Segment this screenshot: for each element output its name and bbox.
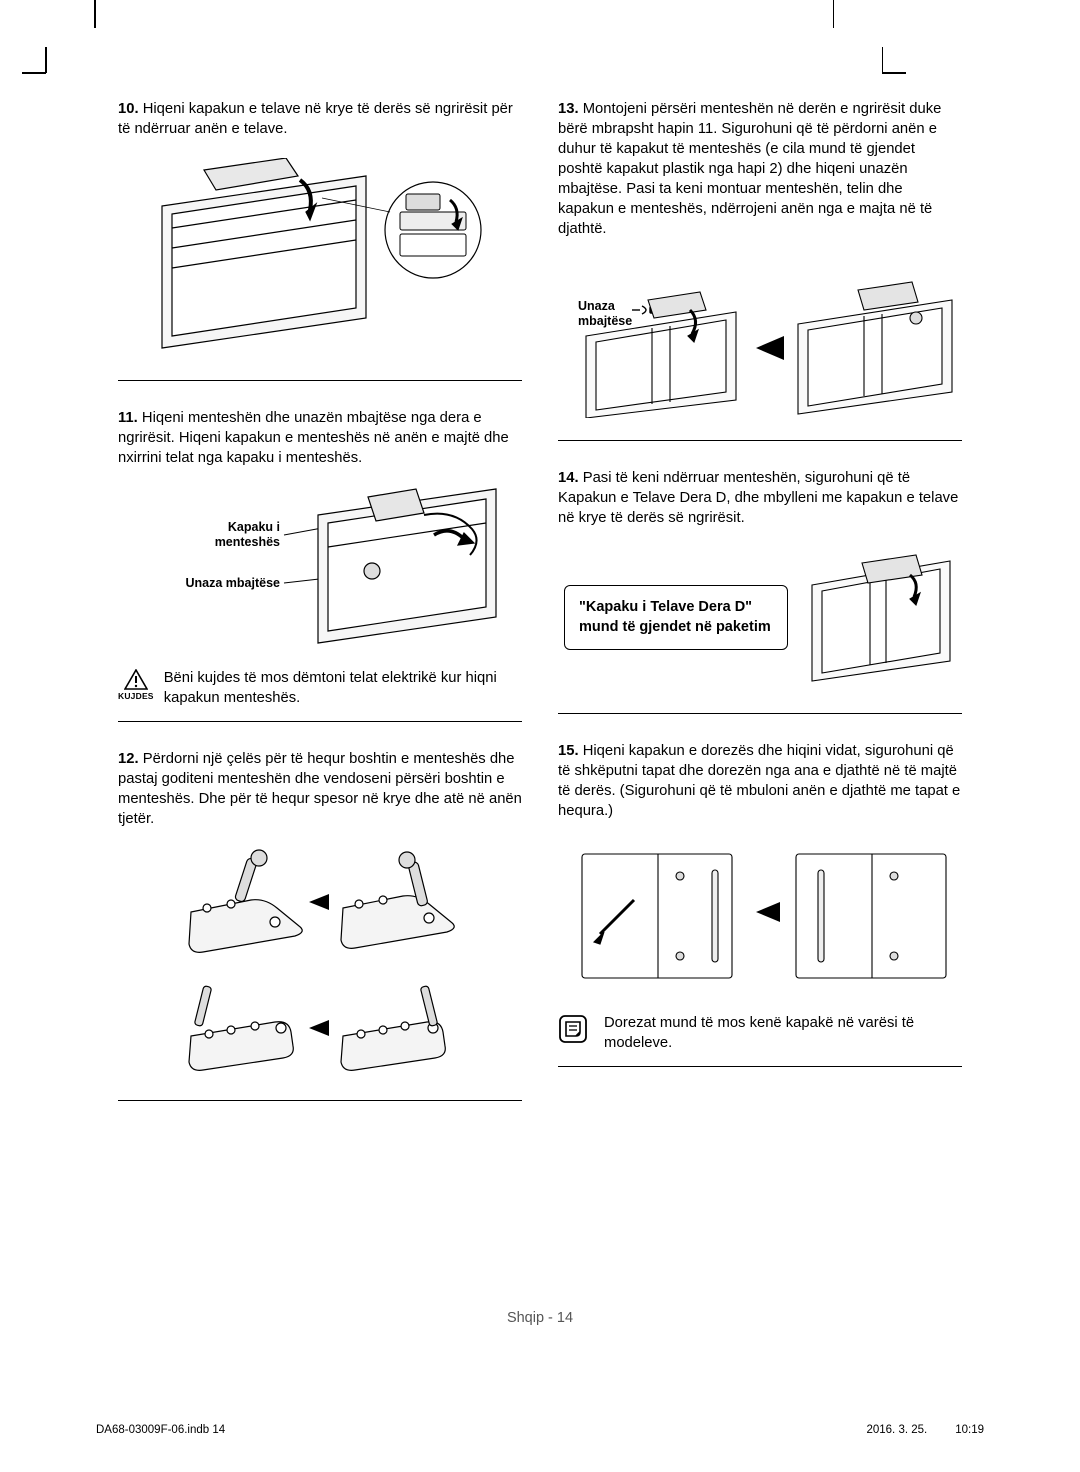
step-text: Hiqeni menteshën dhe unazën mbajtëse nga… — [118, 410, 509, 466]
note-block: Dorezat mund të mos kenë kapakë në varës… — [558, 1014, 962, 1054]
label-kapaku: Kapaku i — [228, 520, 280, 534]
crop-mark — [22, 72, 46, 74]
step-10: 10. Hiqeni kapakun e telave në krye të d… — [118, 100, 522, 140]
diagram-step-15 — [558, 842, 962, 992]
diagram-step-10 — [118, 158, 522, 358]
caution-text: Bëni kujdes të mos dëmtoni telat elektri… — [164, 669, 522, 709]
diagram-step-14: "Kapaku i Telave Dera D" mund të gjendet… — [558, 553, 962, 683]
step-text: Hiqeni kapakun e telave në krye të derës… — [118, 101, 513, 137]
divider — [558, 713, 962, 714]
step-text: Përdorni një çelës për të hequr boshtin … — [118, 751, 522, 827]
print-date: 2016. 3. 25. — [866, 1424, 927, 1436]
step-number: 13. — [558, 101, 579, 117]
label-unaza: Unaza mbajtëse — [186, 576, 281, 590]
step-number: 12. — [118, 751, 139, 767]
divider — [558, 440, 962, 441]
divider — [118, 380, 522, 381]
right-column: 13. Montojeni përsëri menteshën në derën… — [558, 100, 962, 1101]
callout-box: "Kapaku i Telave Dera D" mund të gjendet… — [564, 585, 788, 650]
step-text: Hiqeni kapakun e dorezës dhe hiqini vida… — [558, 743, 960, 819]
step-15: 15. Hiqeni kapakun e dorezës dhe hiqini … — [558, 742, 962, 822]
step-11: 11. Hiqeni menteshën dhe unazën mbajtëse… — [118, 409, 522, 469]
step-14: 14. Pasi të keni ndërruar menteshën, sig… — [558, 469, 962, 529]
crop-mark — [882, 72, 906, 74]
divider — [118, 1100, 522, 1101]
step-number: 10. — [118, 101, 139, 117]
diagram-step-12 — [118, 848, 522, 1078]
crop-mark — [45, 47, 47, 73]
caution-icon: KUJDES — [118, 669, 154, 702]
step-13: 13. Montojeni përsëri menteshën në derën… — [558, 100, 962, 240]
crop-mark — [94, 0, 96, 28]
caution-label: KUJDES — [118, 691, 154, 702]
callout-text: "Kapaku i Telave Dera D" mund të gjendet… — [579, 599, 771, 635]
left-column: 10. Hiqeni kapakun e telave në krye të d… — [118, 100, 522, 1101]
label-unaza3: mbajtëse — [578, 314, 632, 328]
diagram-step-11: Kapaku i menteshës Unaza mbajtëse — [118, 487, 522, 647]
step-text: Montojeni përsëri menteshën në derën e n… — [558, 101, 941, 237]
note-text: Dorezat mund të mos kenë kapakë në varës… — [604, 1014, 962, 1054]
page-number: Shqip - 14 — [118, 1310, 962, 1326]
crop-mark — [833, 0, 835, 28]
caution-block: KUJDES Bëni kujdes të mos dëmtoni telat … — [118, 669, 522, 709]
step-text: Pasi të keni ndërruar menteshën, siguroh… — [558, 470, 958, 526]
page-content: 10. Hiqeni kapakun e telave në krye të d… — [118, 100, 962, 1360]
label-kapaku2: menteshës — [215, 535, 280, 549]
step-number: 14. — [558, 470, 579, 486]
crop-mark — [882, 47, 884, 73]
print-file: DA68-03009F-06.indb 14 — [96, 1424, 225, 1436]
diagram-step-13: Unaza mbajtëse — [558, 268, 962, 418]
step-number: 11. — [118, 410, 138, 426]
note-icon — [558, 1014, 588, 1051]
divider — [558, 1066, 962, 1067]
print-footer: DA68-03009F-06.indb 14 2016. 3. 25. 10:1… — [96, 1424, 984, 1436]
divider — [118, 721, 522, 722]
print-time: 10:19 — [955, 1424, 984, 1436]
step-12: 12. Përdorni një çelës për të hequr bosh… — [118, 750, 522, 830]
label-unaza2: Unaza — [578, 299, 616, 313]
step-number: 15. — [558, 743, 579, 759]
